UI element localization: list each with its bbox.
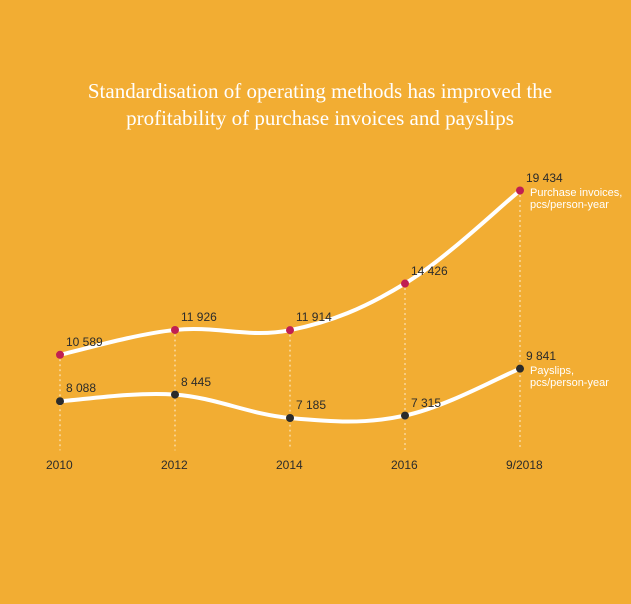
x-axis-label: 9/2018 (506, 458, 543, 472)
value-label: 7 315 (411, 396, 441, 410)
x-axis-label: 2014 (276, 458, 303, 472)
value-label: 19 434 (526, 171, 563, 185)
x-axis-label: 2016 (391, 458, 418, 472)
series-label-payslips: Payslips,pcs/person-year (530, 365, 609, 390)
x-axis-label: 2012 (161, 458, 188, 472)
x-axis-label: 2010 (46, 458, 73, 472)
value-label: 10 589 (66, 335, 103, 349)
value-label: 8 088 (66, 381, 96, 395)
series-label-invoices: Purchase invoices,pcs/person-year (530, 187, 622, 212)
value-label: 11 926 (181, 310, 217, 324)
value-label: 9 841 (526, 349, 556, 363)
value-label: 11 914 (296, 310, 332, 324)
value-label: 8 445 (181, 375, 211, 389)
chart-canvas: Standardisation of operating methods has… (0, 0, 631, 604)
value-label: 7 185 (296, 398, 326, 412)
line-chart-svg (0, 0, 631, 604)
value-label: 14 426 (411, 264, 448, 278)
